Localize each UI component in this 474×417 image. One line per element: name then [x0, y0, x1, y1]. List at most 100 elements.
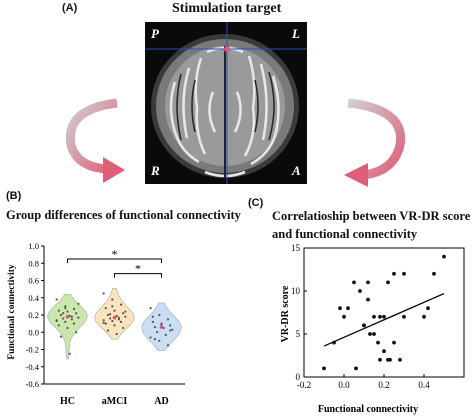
- violin-point: [160, 323, 163, 326]
- violin-median-marker: [112, 315, 117, 320]
- scatter-x-tick-label: 0.0: [338, 380, 350, 390]
- violin-y-tick-label: 0.0: [28, 327, 39, 337]
- violin-point: [119, 320, 123, 323]
- violin-shape-amci: [94, 287, 135, 340]
- violin-shape-hc: [47, 293, 88, 360]
- violin-point: [66, 310, 69, 313]
- orientation-label-r: R: [151, 163, 160, 178]
- scatter-x-tick-label: -0.2: [297, 380, 311, 390]
- violin-point: [166, 318, 170, 321]
- scatter-point: [378, 357, 382, 362]
- violin-y-tick-label: 1.0: [28, 241, 39, 251]
- violin-point: [75, 312, 78, 315]
- scatter-point: [382, 314, 386, 319]
- violin-median-marker: [65, 314, 70, 319]
- scatter-x-tick-label: 0.2: [378, 380, 389, 390]
- violin-point: [153, 338, 157, 341]
- violin-y-tick-label: 0.6: [28, 276, 39, 286]
- violin-point: [62, 317, 65, 320]
- violin-point: [102, 319, 105, 322]
- violin-point: [59, 335, 63, 338]
- violin-point: [104, 307, 107, 310]
- panel-a-title: Stimulation target: [172, 1, 282, 16]
- scatter-point: [398, 357, 402, 362]
- significance-star: *: [135, 262, 141, 276]
- significance-bracket: [114, 273, 162, 278]
- violin-category-label: HC: [60, 396, 75, 407]
- panel-b-title: Group differences of functional connecti…: [6, 208, 241, 222]
- scatter-point: [368, 332, 372, 336]
- violin-point: [64, 305, 67, 308]
- scatter-plot-frame: [303, 247, 465, 378]
- scatter-point: [422, 314, 426, 319]
- violin-point: [64, 320, 67, 323]
- scatter-point: [362, 323, 366, 328]
- scatter-point: [402, 314, 406, 319]
- violin-point: [122, 312, 125, 315]
- violin-point: [64, 307, 67, 310]
- violin-point: [119, 303, 123, 306]
- violin-category-label: AD: [154, 396, 168, 407]
- violin-point: [57, 309, 60, 312]
- scatter-y-tick-label: 0: [296, 372, 301, 382]
- violin-point: [171, 328, 174, 331]
- scatter-y-tick-label: 5: [296, 329, 301, 339]
- violin-point: [153, 325, 157, 329]
- scatter-point: [382, 349, 386, 354]
- violin-point: [169, 324, 172, 327]
- violin-point: [151, 320, 154, 323]
- stimulation-target-marker: [224, 46, 230, 52]
- scatter-point: [352, 280, 356, 285]
- scatter-point: [388, 357, 392, 362]
- violin-point: [72, 307, 76, 311]
- scatter-point: [426, 306, 430, 311]
- violin-point: [117, 316, 120, 319]
- scatter-point: [366, 280, 370, 285]
- violin-y-tick-label: 0.4: [28, 293, 39, 303]
- violin-point: [75, 331, 78, 334]
- scatter-point: [378, 314, 382, 319]
- violin-point: [70, 318, 73, 321]
- violin-point: [166, 344, 170, 347]
- violin-point: [124, 315, 127, 318]
- violin-point: [68, 352, 71, 355]
- scatter-point: [372, 314, 376, 319]
- violin-y-tick-label: -0.6: [26, 379, 39, 389]
- violin-point: [104, 322, 107, 325]
- scatter-x-axis-label: Functional connectivity: [318, 404, 418, 415]
- violin-point: [106, 329, 110, 332]
- scatter-point: [358, 289, 362, 293]
- violin-point: [111, 298, 114, 301]
- violin-point: [149, 307, 152, 310]
- violin-point: [55, 298, 58, 301]
- violin-point: [149, 336, 152, 339]
- violin-point: [72, 322, 76, 325]
- violin-point: [117, 318, 120, 321]
- violin-point: [109, 317, 112, 320]
- scatter-point: [342, 314, 346, 319]
- violin-point: [115, 314, 118, 317]
- violin-point: [113, 309, 116, 312]
- scatter-point: [322, 366, 326, 371]
- scatter-point: [392, 271, 396, 276]
- violin-y-tick-label: -0.4: [26, 362, 40, 372]
- scatter-point: [392, 340, 396, 345]
- scatter-point: [386, 280, 390, 285]
- panel-c-title-line1: Correlatioship between VR-DR score: [272, 209, 471, 223]
- violin-point: [113, 324, 116, 327]
- violin-point: [111, 305, 114, 308]
- scatter-chart: VR-DR score Functional connectivity 0 5 10…: [280, 243, 465, 415]
- right-curved-arrow: [344, 98, 406, 187]
- violin-point: [111, 319, 114, 323]
- violin-point: [122, 326, 125, 330]
- violin-point: [115, 332, 118, 336]
- violin-median-marker: [159, 325, 164, 329]
- violin-point: [106, 313, 110, 317]
- violin-point: [169, 329, 172, 332]
- scatter-y-tick-label: 10: [291, 286, 301, 296]
- violin-point: [102, 321, 105, 324]
- scatter-y-axis-label: VR-DR score: [280, 285, 291, 342]
- violin-y-tick-label: 0.2: [28, 310, 39, 320]
- orientation-label-l: L: [292, 26, 300, 41]
- left-curved-arrow: [65, 98, 125, 183]
